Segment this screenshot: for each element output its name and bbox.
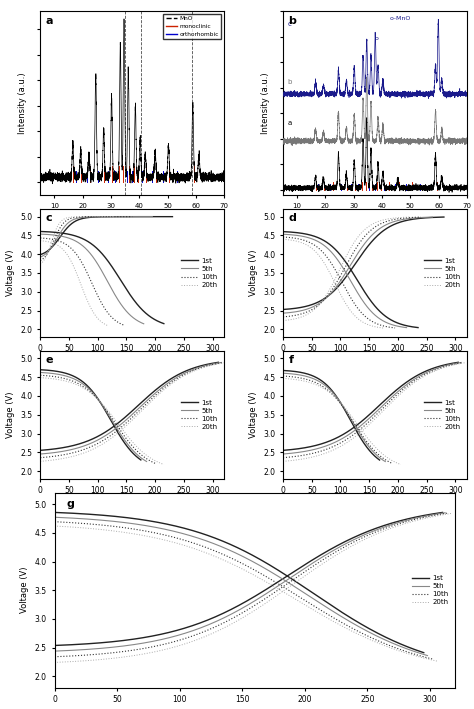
Y-axis label: Voltage (V): Voltage (V)	[20, 567, 29, 613]
Text: f: f	[289, 354, 293, 365]
Text: c: c	[46, 213, 53, 223]
Y-axis label: Voltage (V): Voltage (V)	[6, 391, 15, 438]
Text: a: a	[46, 16, 53, 26]
Text: c: c	[287, 21, 291, 28]
Legend: 1st, 5th, 10th, 20th: 1st, 5th, 10th, 20th	[421, 397, 464, 432]
Text: d: d	[289, 213, 296, 223]
Legend: 1st, 5th, 10th, 20th: 1st, 5th, 10th, 20th	[178, 255, 221, 291]
Text: o–MnO: o–MnO	[390, 16, 411, 21]
X-axis label: 2-theta (deg.): 2-theta (deg.)	[346, 214, 404, 223]
Text: a: a	[287, 120, 292, 125]
Legend: 1st, 5th, 10th, 20th: 1st, 5th, 10th, 20th	[178, 397, 221, 432]
Legend: 1st, 5th, 10th, 20th: 1st, 5th, 10th, 20th	[421, 255, 464, 291]
Y-axis label: Voltage (V): Voltage (V)	[249, 391, 258, 438]
Y-axis label: Voltage (V): Voltage (V)	[6, 250, 15, 296]
Y-axis label: Voltage (V): Voltage (V)	[249, 250, 258, 296]
X-axis label: 2-theta (deg.): 2-theta (deg.)	[103, 214, 161, 223]
Legend: 1st, 5th, 10th, 20th: 1st, 5th, 10th, 20th	[409, 572, 452, 608]
X-axis label: Capacity (mA h g⁻¹): Capacity (mA h g⁻¹)	[91, 359, 174, 368]
X-axis label: Capacity (mA h g⁻¹): Capacity (mA h g⁻¹)	[91, 501, 174, 510]
Text: g: g	[66, 498, 74, 508]
Text: o: o	[375, 36, 379, 41]
Text: e: e	[46, 354, 53, 365]
Legend: MnO, monoclinic, orthorhombic: MnO, monoclinic, orthorhombic	[163, 13, 221, 39]
Y-axis label: Intensity (a.u.): Intensity (a.u.)	[261, 72, 270, 133]
Y-axis label: Intensity (a.u.): Intensity (a.u.)	[18, 72, 27, 133]
Text: b: b	[289, 16, 296, 26]
X-axis label: Capacity (mA h g⁻¹): Capacity (mA h g⁻¹)	[333, 359, 417, 368]
Text: b: b	[287, 79, 292, 85]
X-axis label: Capacity (mA h g⁻¹): Capacity (mA h g⁻¹)	[333, 501, 417, 510]
